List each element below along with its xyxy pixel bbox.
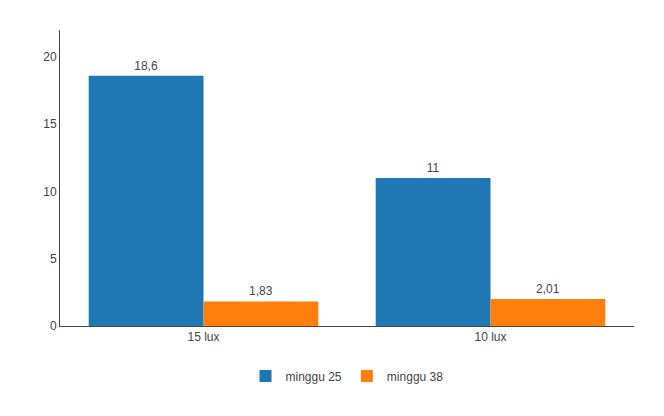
svg-text:minggu 25: minggu 25	[286, 370, 342, 384]
svg-text:5: 5	[50, 252, 57, 266]
svg-text:2,01: 2,01	[536, 282, 560, 296]
svg-text:15 lux: 15 lux	[187, 330, 219, 344]
svg-text:15: 15	[43, 117, 57, 131]
svg-text:10 lux: 10 lux	[474, 330, 506, 344]
svg-text:18,6: 18,6	[134, 59, 158, 73]
svg-text:minggu 38: minggu 38	[387, 370, 443, 384]
svg-text:10: 10	[43, 185, 57, 199]
svg-text:20: 20	[43, 50, 57, 64]
svg-text:11: 11	[427, 161, 440, 175]
svg-text:1,83: 1,83	[249, 284, 273, 298]
svg-text:0: 0	[50, 319, 57, 333]
